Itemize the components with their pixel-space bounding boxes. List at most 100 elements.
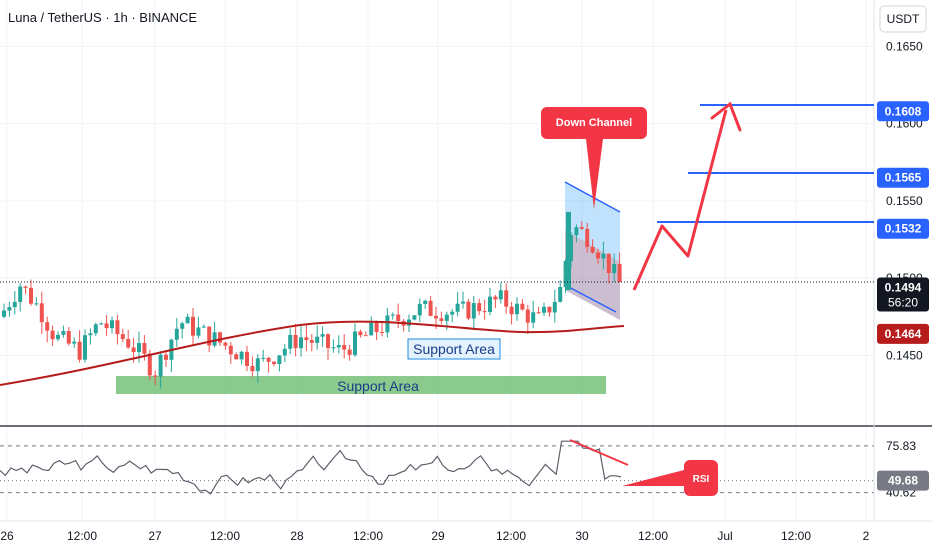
candle-body <box>417 303 422 316</box>
candle-body <box>72 341 77 344</box>
time-tick-label: 27 <box>148 529 162 543</box>
candle-body <box>266 357 271 362</box>
candle-body <box>88 333 93 336</box>
moving-average-line <box>0 320 625 386</box>
price-tick-label: 0.1450 <box>886 348 923 362</box>
down-channel-drop-fill <box>565 230 620 320</box>
svg-text:RSI: RSI <box>693 474 710 485</box>
candle-body <box>23 286 28 288</box>
candle-body <box>601 253 606 259</box>
candle-body <box>207 326 212 346</box>
candle-body <box>293 334 298 349</box>
candle-body <box>385 315 390 333</box>
candle-body <box>563 261 568 287</box>
candle-body <box>56 334 60 340</box>
candle-body <box>61 331 66 335</box>
candle-body <box>137 342 141 353</box>
support-area-label-lower: Support Area <box>337 378 419 394</box>
candle-body <box>498 290 503 300</box>
candle-body <box>455 303 460 312</box>
candle-body <box>336 344 341 348</box>
rsi-line <box>0 440 622 495</box>
candle-body <box>590 246 595 253</box>
candle-body <box>363 335 368 337</box>
candle-body <box>29 287 33 304</box>
candle-body <box>315 336 320 343</box>
price-tag-0-bg <box>877 101 929 122</box>
candle-body <box>12 301 17 308</box>
candle-body <box>585 228 590 247</box>
candle-body <box>218 332 222 343</box>
candle-body <box>466 301 471 319</box>
candle-body <box>579 227 584 229</box>
candle-body <box>520 303 525 310</box>
candle-body <box>536 312 541 314</box>
projection-arrowhead <box>710 101 742 132</box>
price-tag-0: 0.1608 <box>885 104 922 118</box>
candle-body <box>147 353 152 376</box>
candle-body <box>606 253 611 274</box>
time-tick-label: Jul <box>717 529 732 543</box>
down-channel-lower-line <box>564 284 617 313</box>
candle-body <box>142 342 147 354</box>
candle-body <box>552 301 557 313</box>
rsi-current-tag-bg <box>877 470 929 491</box>
breakout-candle <box>566 212 571 290</box>
candle-body <box>461 301 465 304</box>
candle-body <box>471 303 476 319</box>
candle-body <box>439 318 444 321</box>
candle-body <box>234 354 239 360</box>
candle-body <box>34 303 39 305</box>
candle-body <box>93 324 98 334</box>
candle-body <box>174 328 179 340</box>
candle-body <box>515 303 519 315</box>
candle-body <box>282 348 287 356</box>
candle-body <box>83 335 87 360</box>
candle-body <box>126 338 131 348</box>
time-tick-label: 12:00 <box>781 529 811 543</box>
candle-body <box>120 334 125 339</box>
price-tag-1-bg <box>877 167 929 188</box>
candle-body <box>212 332 217 346</box>
time-tick-label: 12:00 <box>496 529 526 543</box>
candle-body <box>153 375 158 377</box>
support-zone-lower <box>116 376 606 394</box>
candle-body <box>255 358 260 372</box>
last-price-tag-bg <box>877 277 929 312</box>
candle-body <box>39 303 44 323</box>
candle-body <box>509 306 514 315</box>
svg-text:Support Area: Support Area <box>337 378 419 394</box>
svg-text:USDT: USDT <box>887 12 920 26</box>
ma-price-tag-bg <box>877 323 929 344</box>
candle-body <box>158 354 163 377</box>
ma-price-tag: 0.1464 <box>885 327 922 341</box>
candle-body <box>558 286 563 302</box>
candle-body <box>347 349 352 355</box>
candle-body <box>180 323 185 329</box>
price-tick-label: 0.1550 <box>886 194 923 208</box>
candle-body <box>525 309 530 323</box>
candle-body <box>201 326 206 328</box>
candle-body <box>488 296 492 312</box>
candle-body <box>504 290 509 307</box>
candle-body <box>18 286 23 302</box>
time-tick-label: 12:00 <box>638 529 668 543</box>
candle-body <box>239 351 244 360</box>
price-tick-label: 0.1650 <box>886 39 923 53</box>
rsi-callout: RSI <box>622 460 718 496</box>
candle-body <box>288 334 293 349</box>
candle-body <box>574 227 579 236</box>
countdown-tag: 56:20 <box>888 295 918 309</box>
candle-body <box>531 312 536 323</box>
chart-grid <box>0 0 932 520</box>
symbol-title[interactable]: Luna / TetherUS · 1h · BINANCE <box>8 10 197 25</box>
time-tick-label: 28 <box>290 529 304 543</box>
price-tag-2-bg <box>877 218 929 239</box>
time-axis[interactable]: 26 12:00 27 12:00 28 12:00 29 12:00 30 12:00 Jul 12… <box>0 520 932 543</box>
candle-body <box>380 332 384 334</box>
currency-button[interactable]: USDT <box>879 5 927 33</box>
